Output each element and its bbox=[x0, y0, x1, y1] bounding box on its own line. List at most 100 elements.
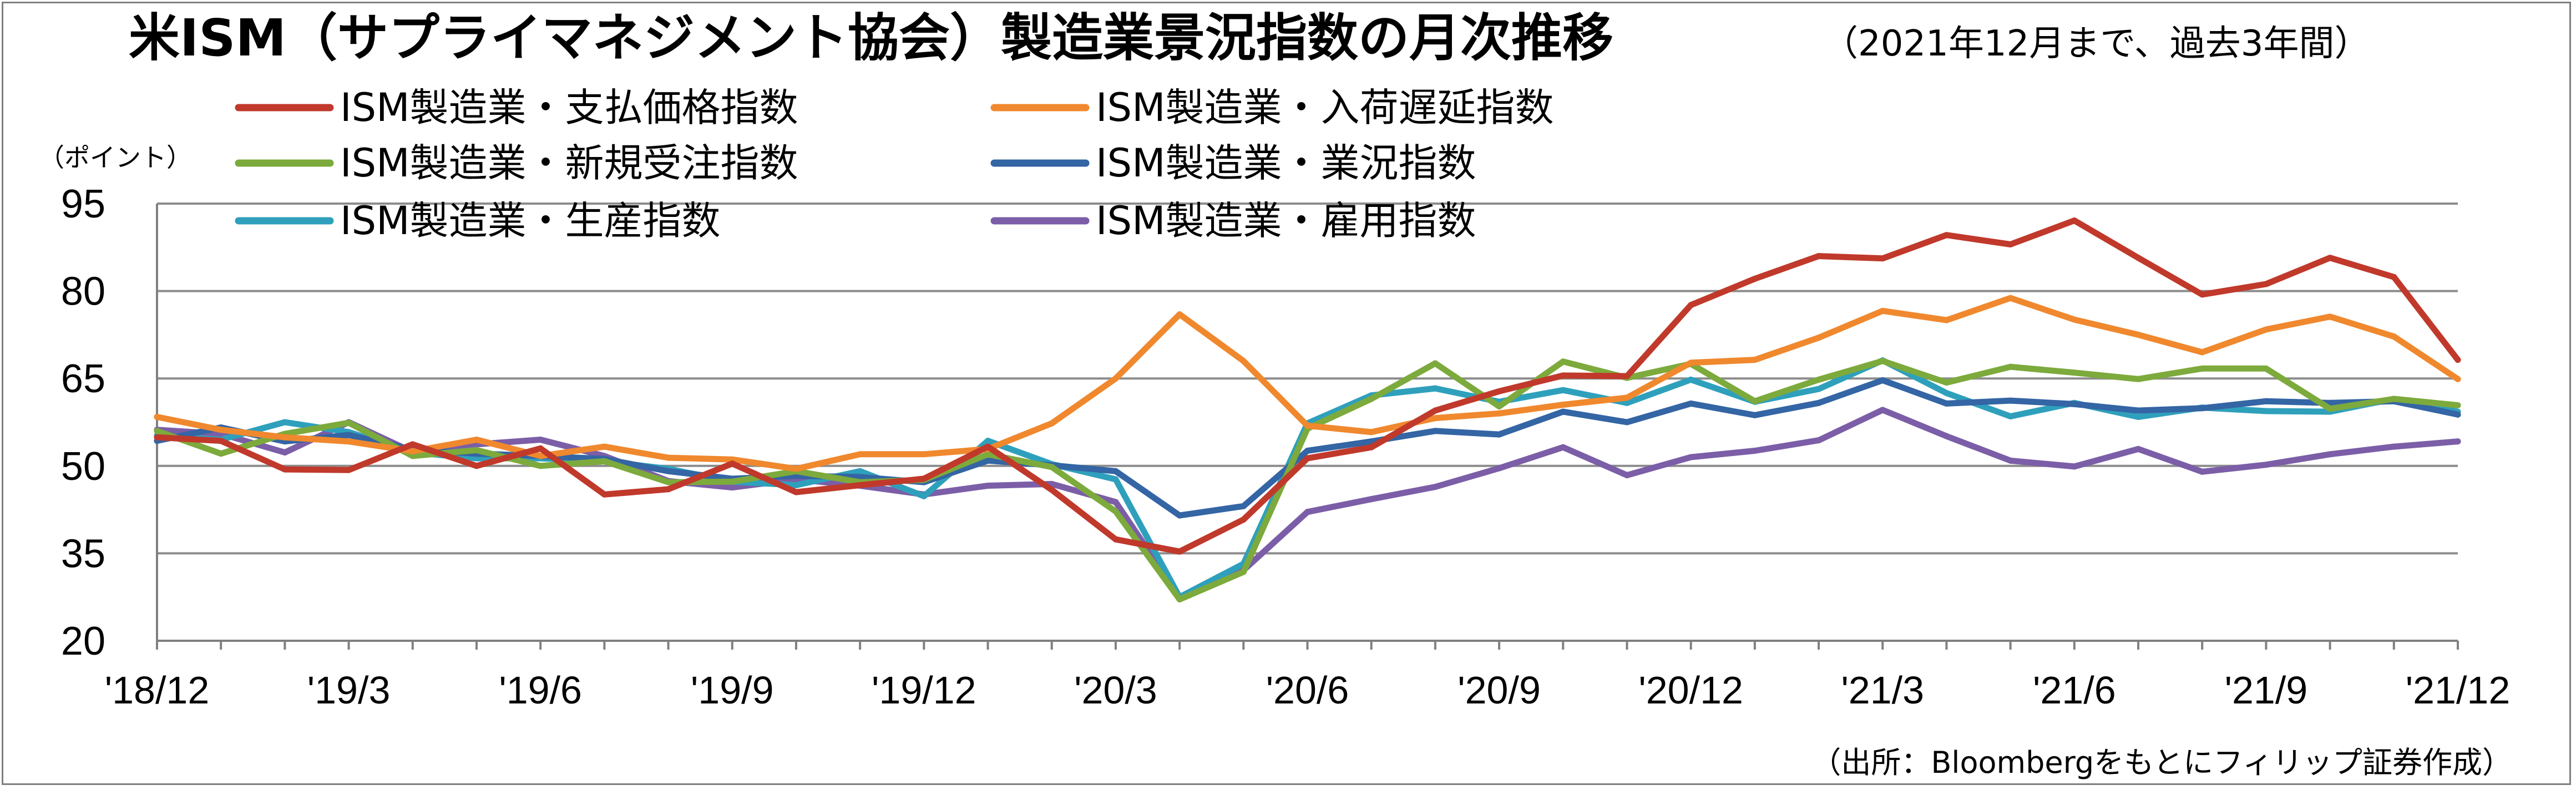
data-point bbox=[1943, 433, 1950, 439]
data-point bbox=[2071, 401, 2078, 407]
data-point bbox=[857, 468, 863, 474]
data-point bbox=[1879, 377, 1886, 383]
data-point bbox=[1879, 407, 1886, 413]
data-point bbox=[793, 489, 799, 495]
data-point bbox=[1623, 419, 1630, 426]
data-point bbox=[1879, 307, 1886, 314]
data-point bbox=[2135, 331, 2142, 338]
data-point bbox=[1112, 536, 1119, 543]
data-point bbox=[1623, 394, 1630, 401]
legend-item: ISM製造業・業況指数 bbox=[990, 140, 1476, 186]
data-point bbox=[409, 453, 416, 459]
x-tick-label: '19/9 bbox=[691, 669, 774, 712]
data-point bbox=[1815, 399, 1822, 406]
legend: ISM製造業・支払価格指数 ISM製造業・入荷遅延指数 ISM製造業・新規受注指数 I… bbox=[235, 85, 1553, 244]
data-point bbox=[665, 454, 672, 461]
data-point bbox=[1752, 398, 1758, 404]
y-axis-unit-label: （ポイント） bbox=[39, 143, 192, 173]
data-point bbox=[2391, 333, 2397, 340]
data-point bbox=[1240, 503, 1247, 509]
data-point bbox=[985, 483, 991, 489]
data-point bbox=[1623, 373, 1630, 379]
data-point bbox=[2391, 396, 2397, 402]
data-point bbox=[1815, 437, 1822, 444]
data-point bbox=[1432, 415, 1439, 422]
data-point bbox=[2199, 405, 2205, 412]
data-point bbox=[2327, 255, 2334, 261]
series-line-6 bbox=[154, 407, 2461, 600]
data-point bbox=[217, 450, 224, 457]
data-point bbox=[154, 414, 160, 421]
data-point bbox=[2263, 408, 2269, 414]
source-note: （出所：Bloombergをもとにフィリップ証券作成） bbox=[1811, 745, 2512, 780]
y-tick-label: 20 bbox=[61, 619, 105, 664]
data-point bbox=[2071, 463, 2078, 470]
data-point bbox=[1368, 496, 1375, 503]
x-tick-label: '21/3 bbox=[1841, 669, 1924, 712]
data-point bbox=[1815, 335, 1822, 341]
data-point bbox=[1943, 232, 1950, 239]
data-point bbox=[857, 482, 863, 488]
data-point bbox=[473, 455, 480, 462]
series-line-1 bbox=[154, 217, 2461, 555]
data-point bbox=[1049, 464, 1055, 470]
data-point bbox=[2199, 468, 2205, 475]
series-points-3 bbox=[154, 358, 2461, 602]
legend-label: ISM製造業・業況指数 bbox=[1096, 140, 1476, 186]
legend-item: ISM製造業・新規受注指数 bbox=[235, 140, 798, 186]
data-point bbox=[857, 474, 863, 480]
data-point bbox=[1432, 428, 1439, 434]
data-point bbox=[1240, 569, 1247, 575]
data-point bbox=[1496, 403, 1502, 410]
data-point bbox=[601, 458, 608, 464]
data-point bbox=[729, 478, 736, 485]
data-point bbox=[2071, 217, 2078, 224]
data-point bbox=[920, 475, 927, 482]
data-point bbox=[1496, 410, 1502, 417]
data-point bbox=[1943, 317, 1950, 323]
data-point bbox=[1688, 376, 1694, 383]
x-tick-label: '19/3 bbox=[307, 669, 391, 712]
data-point bbox=[1879, 358, 1886, 364]
legend-item: ISM製造業・入荷遅延指数 bbox=[990, 85, 1553, 130]
data-point bbox=[920, 451, 927, 458]
data-point bbox=[1368, 396, 1375, 402]
data-point bbox=[2007, 413, 2014, 419]
data-point bbox=[2327, 406, 2334, 412]
data-point bbox=[1623, 472, 1630, 479]
data-point bbox=[1240, 358, 1247, 364]
y-axis-ticks: 95 80 65 50 35 20 bbox=[61, 182, 105, 664]
data-point bbox=[537, 437, 544, 443]
data-point bbox=[154, 428, 160, 434]
data-point bbox=[2135, 414, 2142, 421]
data-point bbox=[2391, 274, 2397, 280]
x-axis-ticks: '18/12 '19/3 '19/6 '19/9 '19/12 '20/3 '20/6 '20… bbox=[105, 641, 2510, 712]
legend-item: ISM製造業・支払価格指数 bbox=[235, 85, 798, 130]
data-point bbox=[346, 432, 352, 438]
x-tick-label: '19/6 bbox=[499, 669, 582, 712]
data-point bbox=[281, 419, 288, 426]
chart-title: 米ISM（サプライマネジメント協会）製造業景況指数の月次推移 bbox=[129, 8, 1613, 68]
data-point bbox=[2007, 241, 2014, 248]
data-point bbox=[2007, 295, 2014, 301]
data-point bbox=[346, 419, 352, 426]
data-point bbox=[154, 434, 160, 440]
data-point bbox=[346, 467, 352, 473]
data-point bbox=[2135, 376, 2142, 382]
data-point bbox=[2199, 291, 2205, 298]
series-points-5 bbox=[154, 357, 2461, 600]
data-point bbox=[1112, 375, 1119, 382]
data-point bbox=[281, 434, 288, 440]
data-point bbox=[985, 443, 991, 450]
data-point bbox=[1176, 596, 1183, 602]
data-point bbox=[1623, 399, 1630, 406]
data-point bbox=[1752, 357, 1758, 363]
data-point bbox=[2263, 326, 2269, 333]
data-point bbox=[1368, 429, 1375, 435]
legend-label: ISM製造業・新規受注指数 bbox=[340, 140, 798, 186]
y-tick-label: 35 bbox=[61, 531, 105, 576]
data-point bbox=[1815, 386, 1822, 392]
data-point bbox=[1815, 376, 1822, 383]
legend-label: ISM製造業・入荷遅延指数 bbox=[1096, 85, 1553, 130]
